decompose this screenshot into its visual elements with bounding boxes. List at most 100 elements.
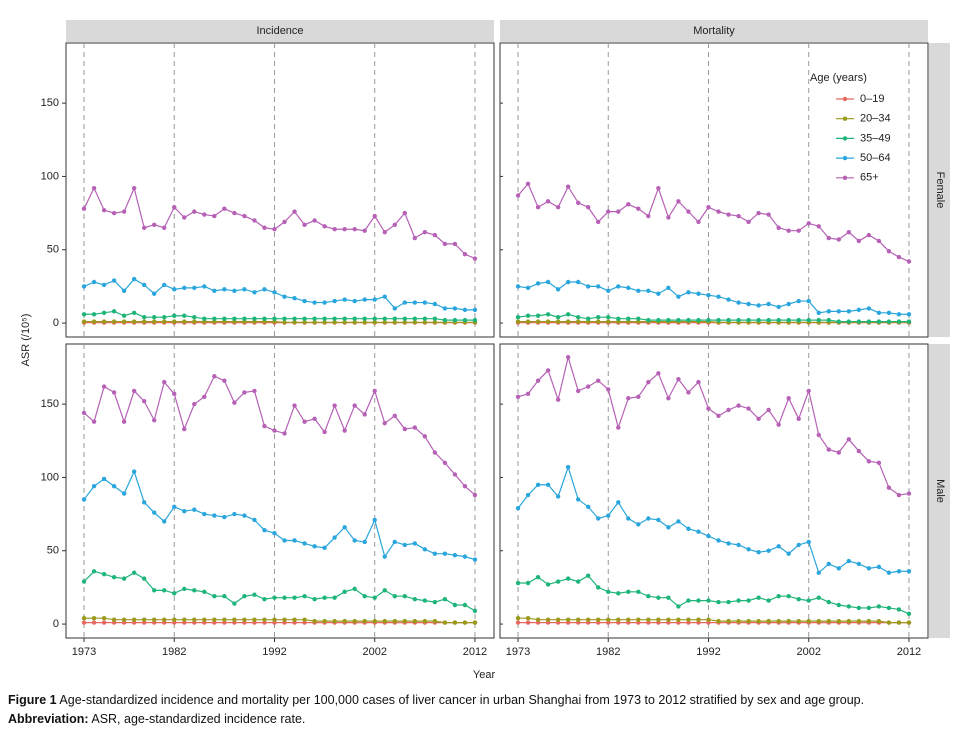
point xyxy=(606,617,611,622)
point xyxy=(786,551,791,556)
point xyxy=(232,511,237,517)
point xyxy=(696,617,701,622)
point xyxy=(192,319,197,324)
point xyxy=(555,287,561,292)
point xyxy=(726,297,731,302)
point xyxy=(472,492,478,498)
point xyxy=(162,225,167,230)
point xyxy=(545,617,551,622)
point xyxy=(362,539,367,545)
point xyxy=(382,320,387,325)
point xyxy=(382,229,387,235)
chart: Year ASR (/10⁵) Incidence 0 50 100 150 Mortal… xyxy=(20,20,950,681)
legend-label: 35–49 xyxy=(860,132,891,144)
point xyxy=(606,319,611,324)
point xyxy=(796,317,801,323)
point xyxy=(462,620,468,625)
point xyxy=(272,595,277,600)
point xyxy=(472,557,478,562)
point xyxy=(222,617,227,622)
point xyxy=(806,598,811,603)
point xyxy=(282,431,287,436)
point xyxy=(462,602,468,608)
point xyxy=(101,572,107,577)
point xyxy=(452,552,458,558)
point xyxy=(706,205,711,210)
point xyxy=(172,617,177,622)
point xyxy=(81,284,87,289)
point xyxy=(392,316,397,321)
point xyxy=(886,319,892,324)
point xyxy=(422,300,428,305)
point xyxy=(252,218,257,223)
point xyxy=(616,209,621,214)
point xyxy=(402,210,407,216)
point xyxy=(736,403,741,408)
legend-point xyxy=(842,175,848,180)
point xyxy=(101,616,107,621)
point xyxy=(232,601,237,606)
point xyxy=(302,298,307,304)
point xyxy=(586,504,591,509)
strip-label: Female xyxy=(934,172,946,209)
point xyxy=(232,617,237,622)
point xyxy=(121,319,127,324)
point xyxy=(706,598,711,603)
point xyxy=(111,210,117,216)
point xyxy=(312,596,317,602)
point xyxy=(666,285,671,291)
point xyxy=(776,225,781,230)
point xyxy=(646,516,651,521)
panel xyxy=(65,343,495,639)
point xyxy=(111,278,117,283)
point xyxy=(796,228,801,233)
series-line xyxy=(517,465,909,574)
point xyxy=(575,319,581,324)
point xyxy=(172,319,177,324)
point xyxy=(666,525,671,530)
point xyxy=(342,316,347,321)
point xyxy=(856,605,862,611)
point xyxy=(886,620,892,625)
point xyxy=(896,492,902,498)
point xyxy=(472,620,478,625)
point xyxy=(412,541,418,546)
point xyxy=(575,617,581,622)
point xyxy=(362,594,367,599)
point xyxy=(182,617,187,622)
point xyxy=(866,566,872,571)
point xyxy=(91,484,97,489)
point xyxy=(766,598,771,603)
point xyxy=(442,241,448,247)
point xyxy=(242,287,247,292)
point xyxy=(372,595,377,600)
point xyxy=(636,617,641,622)
point xyxy=(515,394,521,399)
point xyxy=(525,313,531,318)
point xyxy=(836,450,841,455)
point xyxy=(756,550,761,555)
point xyxy=(616,316,621,321)
point xyxy=(192,588,197,593)
legend-label: 65+ xyxy=(860,172,879,184)
point xyxy=(746,618,751,624)
point xyxy=(636,288,641,294)
point xyxy=(412,618,418,624)
point xyxy=(525,620,531,625)
point xyxy=(412,425,418,430)
x-axis-title: Year xyxy=(473,669,496,681)
point xyxy=(172,205,177,210)
point xyxy=(402,300,407,305)
point xyxy=(242,513,247,518)
point xyxy=(535,378,541,383)
point xyxy=(152,319,157,324)
point xyxy=(91,185,97,191)
point xyxy=(906,491,912,496)
point xyxy=(756,303,761,308)
point xyxy=(121,288,127,294)
point xyxy=(252,290,257,295)
point xyxy=(606,387,611,392)
point xyxy=(826,317,831,323)
point xyxy=(442,306,448,311)
